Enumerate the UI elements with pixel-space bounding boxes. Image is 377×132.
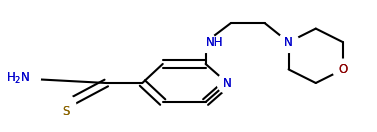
Text: N: N <box>284 36 293 49</box>
Text: S: S <box>62 105 69 118</box>
Text: S: S <box>62 105 69 118</box>
Text: NH: NH <box>205 36 223 49</box>
Circle shape <box>195 32 216 52</box>
Circle shape <box>20 69 40 89</box>
Circle shape <box>278 32 299 52</box>
Circle shape <box>333 59 353 80</box>
Circle shape <box>55 95 76 115</box>
Text: N: N <box>223 77 232 89</box>
Text: N: N <box>223 77 232 89</box>
Text: O: O <box>339 63 348 76</box>
Text: NH: NH <box>205 36 223 49</box>
Text: O: O <box>339 63 348 76</box>
Text: H$_2$N: H$_2$N <box>6 71 30 86</box>
Text: H$_2$N: H$_2$N <box>6 71 30 86</box>
Text: N: N <box>284 36 293 49</box>
Circle shape <box>217 73 238 93</box>
